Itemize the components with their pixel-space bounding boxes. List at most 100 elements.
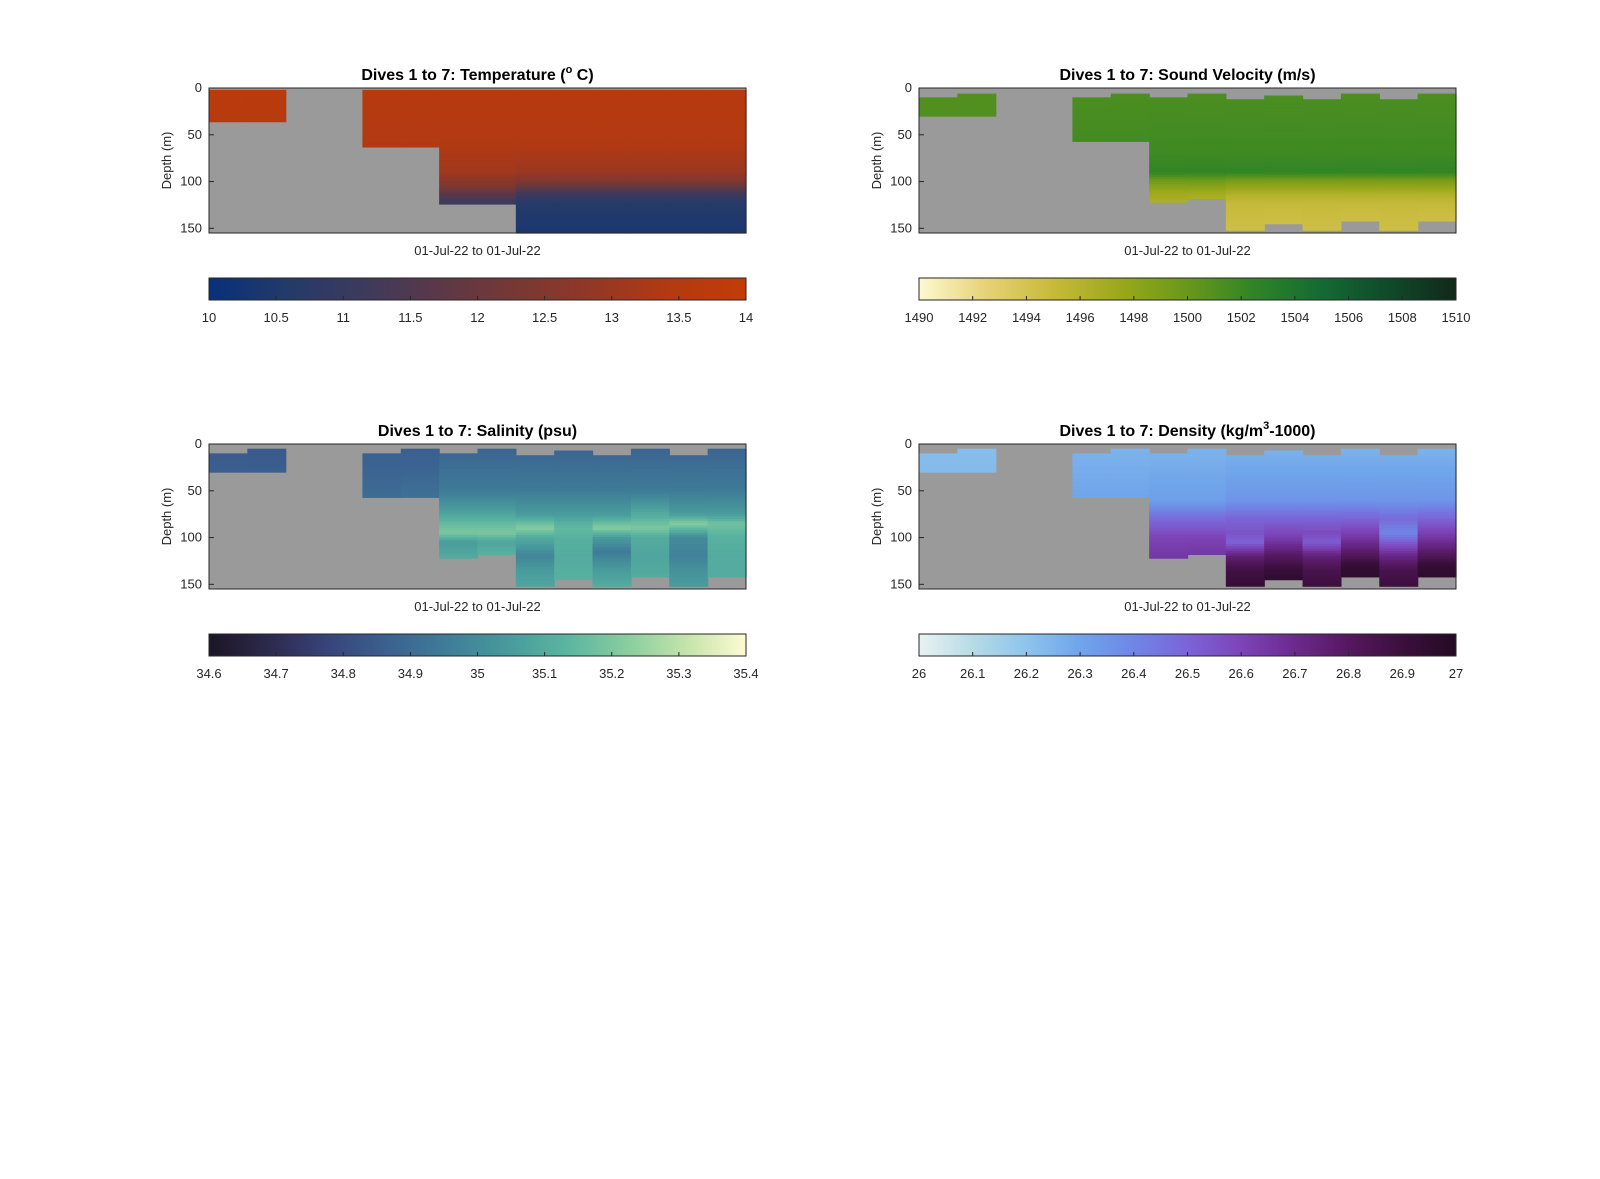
data-cell [1340, 497, 1380, 501]
data-cell [362, 474, 402, 478]
data-cell [1264, 191, 1304, 195]
data-cell [1379, 101, 1419, 105]
data-cell [439, 199, 479, 203]
data-cell [1225, 553, 1265, 557]
data-cell [515, 534, 555, 538]
data-cell [1302, 567, 1342, 571]
data-cell [1110, 458, 1150, 461]
data-cell [400, 483, 440, 487]
data-cell [630, 174, 670, 177]
data-cell [477, 495, 517, 499]
data-cell [669, 551, 709, 555]
data-cell [247, 458, 287, 461]
data-cell [362, 476, 402, 480]
data-cell [1340, 479, 1380, 483]
data-cell [669, 518, 709, 522]
data-cell [515, 466, 555, 470]
data-cell [1149, 106, 1189, 110]
data-cell [477, 108, 517, 112]
data-cell [669, 185, 709, 189]
data-cell [554, 199, 594, 203]
data-cell [362, 453, 402, 457]
data-cell [1149, 511, 1189, 515]
data-cell [554, 530, 594, 533]
data-cell [1187, 462, 1227, 466]
data-cell [1149, 467, 1189, 471]
data-cell [1264, 548, 1304, 552]
data-cell [1340, 177, 1380, 181]
data-cell [592, 129, 632, 133]
data-cell [477, 127, 517, 131]
data-cell [630, 146, 670, 149]
data-cell [1264, 551, 1304, 555]
data-cell [1225, 546, 1265, 550]
profile-column-11 [592, 89, 632, 234]
data-cell [669, 558, 709, 562]
data-cell [669, 487, 709, 491]
data-cell [1264, 177, 1304, 181]
data-cell [1302, 471, 1342, 475]
data-cell [592, 511, 632, 515]
data-cell [707, 124, 747, 128]
data-cell [630, 138, 670, 142]
data-cell [554, 146, 594, 149]
data-cell [669, 513, 709, 517]
data-cell [707, 225, 747, 229]
data-cell [477, 497, 517, 501]
data-cell [515, 197, 555, 201]
data-cell [1340, 198, 1380, 202]
data-cell [362, 141, 402, 145]
data-cell [669, 122, 709, 126]
data-cell [592, 197, 632, 201]
data-cell [707, 497, 747, 501]
data-cell [1072, 134, 1112, 138]
data-cell [592, 216, 632, 220]
data-cell [1225, 131, 1265, 135]
data-cell [439, 479, 479, 483]
data-cell [400, 495, 440, 498]
data-cell [400, 479, 440, 483]
data-cell [1225, 576, 1265, 580]
data-cell [1417, 469, 1457, 473]
x-axis-label: 01-Jul-22 to 01-Jul-22 [414, 599, 540, 614]
data-cell [1417, 102, 1457, 106]
data-cell [1225, 204, 1265, 208]
data-cell [247, 120, 287, 123]
data-cell [1302, 124, 1342, 128]
colorbar-tick-label: 1506 [1334, 310, 1363, 325]
data-cell [477, 167, 517, 170]
data-cell [1340, 149, 1380, 153]
data-cell [630, 539, 670, 543]
data-cell [592, 108, 632, 112]
data-cell [477, 486, 517, 490]
data-cell [669, 220, 709, 224]
data-cell [669, 143, 709, 147]
data-cell [362, 467, 402, 471]
data-cell [1379, 129, 1419, 133]
profile-column-7 [1149, 97, 1189, 203]
data-cell [592, 181, 632, 185]
colorbar-tick-label: 1504 [1280, 310, 1309, 325]
data-cell [1340, 203, 1380, 207]
data-cell [669, 534, 709, 538]
data-cell [1149, 130, 1189, 134]
data-cell [554, 464, 594, 468]
data-cell [669, 141, 709, 145]
data-cell [1149, 144, 1189, 148]
data-cell [1149, 125, 1189, 129]
data-cell [592, 176, 632, 180]
data-cell [209, 462, 248, 466]
data-cell [669, 192, 709, 196]
data-cell [247, 453, 287, 457]
data-cell [1264, 539, 1304, 543]
data-cell [1379, 560, 1419, 564]
data-cell [400, 474, 440, 478]
data-cell [957, 448, 997, 452]
data-cell [1340, 102, 1380, 106]
data-cell [957, 451, 997, 454]
data-cell [362, 129, 402, 133]
data-cell [1379, 459, 1419, 463]
data-cell [630, 525, 670, 529]
data-cell [630, 532, 670, 536]
data-cell [1225, 544, 1265, 548]
